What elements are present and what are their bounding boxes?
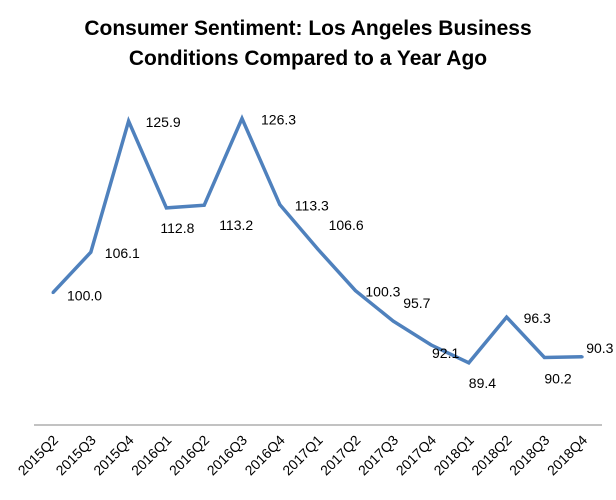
series-line (51, 114, 583, 365)
data-point (316, 247, 320, 251)
data-label: 100.0 (67, 288, 102, 304)
x-tick-label: 2017Q4 (393, 432, 440, 479)
data-point (353, 289, 357, 293)
data-label: 125.9 (146, 114, 181, 130)
data-point (240, 116, 244, 120)
data-point (542, 355, 546, 359)
x-tick-label: 2016Q2 (166, 432, 213, 479)
x-tick-label: 2018Q3 (506, 432, 553, 479)
data-label: 95.7 (403, 295, 430, 311)
x-tick-label: 2015Q2 (15, 432, 62, 479)
data-point (202, 203, 206, 207)
data-point (89, 250, 93, 254)
data-label: 113.3 (295, 198, 329, 214)
x-tick-label: 2015Q4 (90, 432, 137, 479)
data-point (505, 315, 509, 319)
data-point (51, 291, 55, 295)
x-tick-label: 2018Q4 (544, 432, 591, 479)
data-label: 113.2 (219, 217, 253, 233)
data-point (391, 319, 395, 323)
data-label: 106.6 (329, 217, 364, 233)
x-tick-label: 2016Q4 (241, 432, 288, 479)
x-tick-label: 2015Q3 (52, 432, 99, 479)
x-tick-label: 2017Q2 (317, 432, 364, 479)
data-point (467, 361, 471, 365)
x-tick-label: 2016Q1 (128, 432, 175, 479)
x-tick-label: 2018Q2 (468, 432, 515, 479)
data-label: 126.3 (261, 111, 296, 127)
x-tick-label: 2016Q3 (204, 432, 251, 479)
x-tick-label: 2017Q3 (355, 432, 402, 479)
data-point (127, 119, 131, 123)
data-label: 90.2 (544, 370, 571, 386)
data-label: 106.1 (105, 245, 140, 261)
data-label: 89.4 (469, 375, 496, 391)
chart-title: Consumer Sentiment: Los Angeles Business… (0, 14, 616, 74)
data-point (580, 355, 584, 359)
data-point (429, 343, 433, 347)
x-tick-label: 2018Q1 (430, 432, 477, 479)
data-point (164, 206, 168, 210)
x-tick-label: 2017Q1 (279, 432, 326, 479)
data-label: 112.8 (160, 220, 194, 236)
chart-title-line-1: Consumer Sentiment: Los Angeles Business (84, 17, 532, 40)
data-label: 92.1 (432, 345, 459, 361)
chart-title-line-2: Conditions Compared to a Year Ago (128, 47, 488, 70)
data-label: 96.3 (524, 310, 551, 326)
data-point (278, 203, 282, 207)
data-label: 90.3 (586, 340, 613, 356)
data-label: 100.3 (365, 284, 400, 300)
